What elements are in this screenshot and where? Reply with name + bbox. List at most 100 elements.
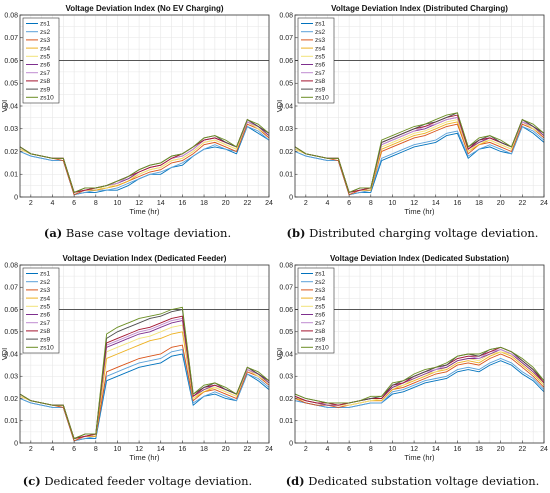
caption-c: (c) Dedicated feeder voltage deviation. (0, 474, 275, 488)
x-tick-label: 2 (29, 200, 33, 207)
y-tick-label: 0.07 (279, 285, 293, 292)
legend-label-zs8: zs8 (40, 78, 51, 85)
y-tick-label: 0.06 (279, 58, 293, 65)
y-tick-label: 0.05 (279, 81, 293, 88)
series-line-zs10 (294, 346, 545, 404)
y-tick-label: 0.08 (4, 12, 18, 19)
y-tick-label: 0.05 (4, 81, 18, 88)
series-line-zs3 (19, 344, 270, 442)
caption-c-label: (c) (22, 474, 41, 488)
legend-label-zs6: zs6 (40, 62, 51, 69)
x-tick-label: 14 (432, 200, 440, 207)
chart-title: Voltage Deviation Index (No EV Charging) (65, 4, 223, 13)
legend-label-zs3: zs3 (40, 37, 51, 44)
y-tick-label: 0.03 (279, 126, 293, 133)
legend-label-zs2: zs2 (40, 29, 51, 36)
y-tick-label: 0.07 (4, 35, 18, 42)
series-group (19, 118, 270, 196)
legend-label-zs4: zs4 (40, 45, 51, 52)
x-tick-label: 4 (51, 200, 55, 207)
x-tick-label: 2 (304, 200, 308, 207)
x-tick-label: 10 (114, 446, 122, 453)
caption-b: (b) Distributed charging voltage deviati… (275, 226, 550, 240)
x-tick-label: 18 (200, 446, 208, 453)
x-axis-label: Time (hr) (129, 453, 160, 462)
legend-label-zs3: zs3 (315, 37, 326, 44)
series-line-zs10 (294, 112, 545, 194)
legend-label-zs9: zs9 (315, 86, 326, 93)
x-tick-label: 22 (243, 200, 251, 207)
x-tick-label: 14 (432, 446, 440, 453)
x-tick-label: 16 (178, 446, 186, 453)
x-tick-label: 12 (135, 446, 143, 453)
y-tick-label: 0.02 (279, 396, 293, 403)
y-tick-label: 0.07 (4, 285, 18, 292)
caption-a-text: Base case voltage deviation. (65, 226, 232, 240)
legend-label-zs9: zs9 (315, 336, 326, 343)
x-tick-label: 2 (304, 446, 308, 453)
x-tick-label: 18 (475, 446, 483, 453)
x-tick-label: 6 (347, 200, 351, 207)
legend-label-zs4: zs4 (40, 295, 51, 302)
legend-label-zs8: zs8 (315, 328, 326, 335)
x-tick-label: 18 (475, 200, 483, 207)
x-tick-label: 20 (497, 446, 505, 453)
y-tick-label: 0.01 (279, 418, 293, 425)
series-group (19, 306, 270, 442)
y-axis-label: VDI (0, 100, 9, 113)
x-tick-label: 18 (200, 200, 208, 207)
x-tick-label: 6 (72, 200, 76, 207)
x-tick-label: 10 (389, 446, 397, 453)
y-axis-label: VDI (275, 100, 284, 113)
legend-label-zs10: zs10 (40, 345, 54, 352)
x-tick-label: 14 (157, 200, 165, 207)
x-tick-label: 4 (51, 446, 55, 453)
caption-a: (a) Base case voltage deviation. (0, 226, 275, 240)
chart-panel-c: 2 4 6 8 10 12 14 16 18 20 22 24 0 0.01 0.02 0.03 0.04 0.0… (0, 250, 275, 493)
chart-svg: 2 4 6 8 10 12 14 16 18 20 22 2400.010.020.030.040.0… (275, 254, 548, 462)
legend-label-zs2: zs2 (40, 279, 51, 286)
y-axis-label: VDI (0, 348, 9, 361)
y-tick-label: 0.05 (279, 329, 293, 336)
caption-c-text: Dedicated feeder voltage deviation. (44, 474, 253, 488)
x-tick-label: 4 (326, 446, 330, 453)
legend-label-zs1: zs1 (315, 271, 326, 278)
y-tick-label: 0.03 (279, 374, 293, 381)
chart-title: Voltage Deviation Index (Dedicated Subst… (330, 254, 509, 263)
legend-label-zs9: zs9 (40, 336, 51, 343)
legend-label-zs4: zs4 (315, 45, 326, 52)
y-tick-label: 0.01 (4, 172, 18, 179)
legend-label-zs8: zs8 (315, 78, 326, 85)
y-tick-label: 0.04 (279, 103, 293, 110)
legend-label-zs1: zs1 (315, 21, 326, 28)
x-tick-label: 12 (410, 446, 418, 453)
x-tick-label: 6 (72, 446, 76, 453)
x-tick-label: 12 (135, 200, 143, 207)
y-tick-label: 0.06 (279, 307, 293, 314)
legend-label-zs7: zs7 (315, 70, 326, 77)
series-group (294, 112, 545, 196)
caption-d-text: Dedicated substation voltage deviation. (308, 474, 540, 488)
x-tick-label: 8 (369, 200, 373, 207)
x-tick-label: 12 (410, 200, 418, 207)
x-tick-label: 20 (222, 446, 230, 453)
x-tick-label: 24 (540, 200, 548, 207)
y-tick-label: 0.02 (279, 149, 293, 156)
y-tick-label: 0.08 (279, 12, 293, 19)
chart-panel-a: 2 4 6 8 10 12 14 16 18 20 22 24 0 0.01 0.02 0.03 0.04 0.0… (0, 0, 275, 250)
legend-label-zs5: zs5 (315, 54, 326, 61)
legend-label-zs10: zs10 (315, 95, 329, 102)
chart-panel-b: 2 4 6 8 10 12 14 16 18 20 22 24 0 0.01 0.02 0.03 0.04 0.0… (275, 0, 550, 250)
y-tick-label: 0.03 (4, 374, 18, 381)
y-tick-label: 0.04 (4, 351, 18, 358)
y-tick-label: 0.04 (4, 103, 18, 110)
x-tick-label: 16 (453, 446, 461, 453)
y-tick-label: 0.02 (4, 396, 18, 403)
caption-d-label: (d) (285, 474, 305, 488)
y-tick-label: 0 (14, 440, 18, 447)
legend-label-zs6: zs6 (315, 62, 326, 69)
legend-label-zs7: zs7 (315, 320, 326, 327)
